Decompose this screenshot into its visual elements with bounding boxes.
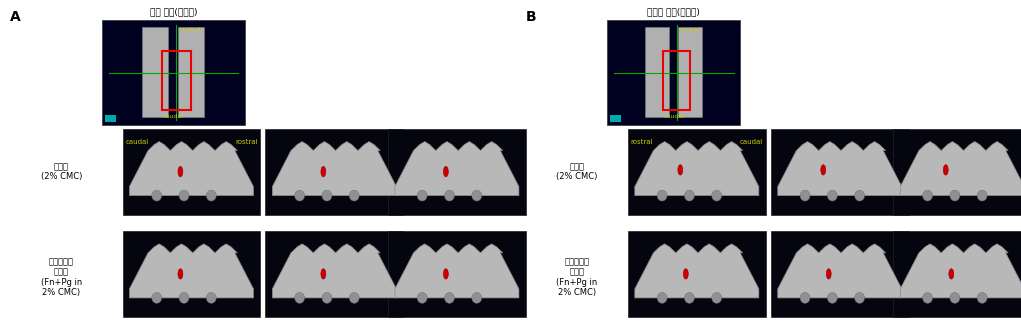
Text: 구강미생물
감염군
(Fn+Pg in
2% CMC): 구강미생물 감염군 (Fn+Pg in 2% CMC): [41, 257, 82, 297]
Ellipse shape: [827, 190, 837, 201]
Text: 대조군
(2% CMC): 대조군 (2% CMC): [41, 162, 82, 181]
Ellipse shape: [178, 166, 183, 177]
Bar: [142, 27, 167, 117]
Bar: [678, 27, 701, 117]
Ellipse shape: [800, 190, 810, 201]
Bar: [105, 115, 116, 122]
Polygon shape: [778, 142, 902, 196]
Text: B: B: [526, 10, 536, 24]
Ellipse shape: [950, 292, 960, 303]
Bar: [102, 20, 245, 125]
Bar: [611, 115, 621, 122]
Text: caudal: caudal: [740, 139, 763, 145]
Polygon shape: [130, 142, 253, 196]
Ellipse shape: [321, 166, 326, 177]
Polygon shape: [273, 244, 396, 298]
Polygon shape: [635, 244, 759, 298]
Ellipse shape: [684, 190, 694, 201]
Ellipse shape: [923, 292, 932, 303]
Polygon shape: [273, 142, 396, 196]
Text: rostral: rostral: [680, 27, 700, 32]
Ellipse shape: [712, 190, 722, 201]
Text: 대조군
(2% CMC): 대조군 (2% CMC): [556, 162, 597, 181]
Ellipse shape: [472, 190, 482, 201]
Ellipse shape: [179, 292, 189, 303]
Ellipse shape: [418, 292, 427, 303]
Ellipse shape: [712, 292, 722, 303]
Bar: [628, 129, 766, 214]
Bar: [265, 231, 403, 317]
Ellipse shape: [855, 292, 865, 303]
Bar: [388, 231, 526, 317]
Text: rostral: rostral: [181, 27, 201, 32]
Bar: [771, 129, 909, 214]
Bar: [162, 51, 191, 110]
Ellipse shape: [923, 190, 932, 201]
Ellipse shape: [152, 292, 161, 303]
Ellipse shape: [443, 166, 448, 177]
Ellipse shape: [949, 269, 954, 279]
Ellipse shape: [684, 292, 694, 303]
Ellipse shape: [827, 292, 837, 303]
Polygon shape: [395, 244, 519, 298]
Polygon shape: [778, 244, 902, 298]
Bar: [644, 27, 669, 117]
Ellipse shape: [977, 292, 987, 303]
Ellipse shape: [206, 190, 216, 201]
Ellipse shape: [444, 190, 454, 201]
Ellipse shape: [826, 269, 831, 279]
Ellipse shape: [658, 190, 667, 201]
Text: A: A: [10, 10, 21, 24]
Ellipse shape: [178, 269, 183, 279]
Polygon shape: [635, 142, 759, 196]
Ellipse shape: [295, 292, 304, 303]
Bar: [388, 129, 526, 214]
Bar: [893, 129, 1021, 214]
Ellipse shape: [322, 190, 332, 201]
Ellipse shape: [943, 165, 949, 175]
Text: 구강미생물
감염군
(Fn+Pg in
2% CMC): 구강미생물 감염군 (Fn+Pg in 2% CMC): [556, 257, 597, 297]
Ellipse shape: [206, 292, 216, 303]
Text: 위턱 왼쪽(바깥쪽): 위턱 왼쪽(바깥쪽): [150, 8, 197, 16]
Text: rostral: rostral: [235, 139, 257, 145]
Ellipse shape: [855, 190, 865, 201]
Bar: [893, 231, 1021, 317]
Ellipse shape: [418, 190, 427, 201]
Polygon shape: [130, 244, 253, 298]
Bar: [123, 129, 260, 214]
Ellipse shape: [152, 190, 161, 201]
Text: caudal: caudal: [664, 114, 684, 119]
Ellipse shape: [821, 165, 826, 175]
Text: 아래턱 왼쪽(바깥쪽): 아래턱 왼쪽(바깥쪽): [647, 8, 700, 16]
Ellipse shape: [443, 269, 448, 279]
Bar: [664, 51, 690, 110]
Ellipse shape: [349, 190, 359, 201]
Ellipse shape: [678, 165, 683, 175]
Ellipse shape: [472, 292, 482, 303]
Ellipse shape: [977, 190, 987, 201]
Bar: [628, 231, 766, 317]
Ellipse shape: [179, 190, 189, 201]
Ellipse shape: [349, 292, 359, 303]
Polygon shape: [395, 142, 519, 196]
Ellipse shape: [322, 292, 332, 303]
Bar: [123, 231, 260, 317]
Polygon shape: [901, 142, 1021, 196]
Ellipse shape: [800, 292, 810, 303]
Bar: [178, 27, 203, 117]
Bar: [265, 129, 403, 214]
Ellipse shape: [658, 292, 667, 303]
Text: caudal: caudal: [126, 139, 148, 145]
Text: rostral: rostral: [631, 139, 653, 145]
Polygon shape: [901, 244, 1021, 298]
Ellipse shape: [444, 292, 454, 303]
Ellipse shape: [950, 190, 960, 201]
Ellipse shape: [683, 269, 688, 279]
Ellipse shape: [321, 269, 326, 279]
Bar: [771, 231, 909, 317]
Bar: [607, 20, 740, 125]
Ellipse shape: [295, 190, 304, 201]
Text: caudal: caudal: [163, 114, 184, 119]
